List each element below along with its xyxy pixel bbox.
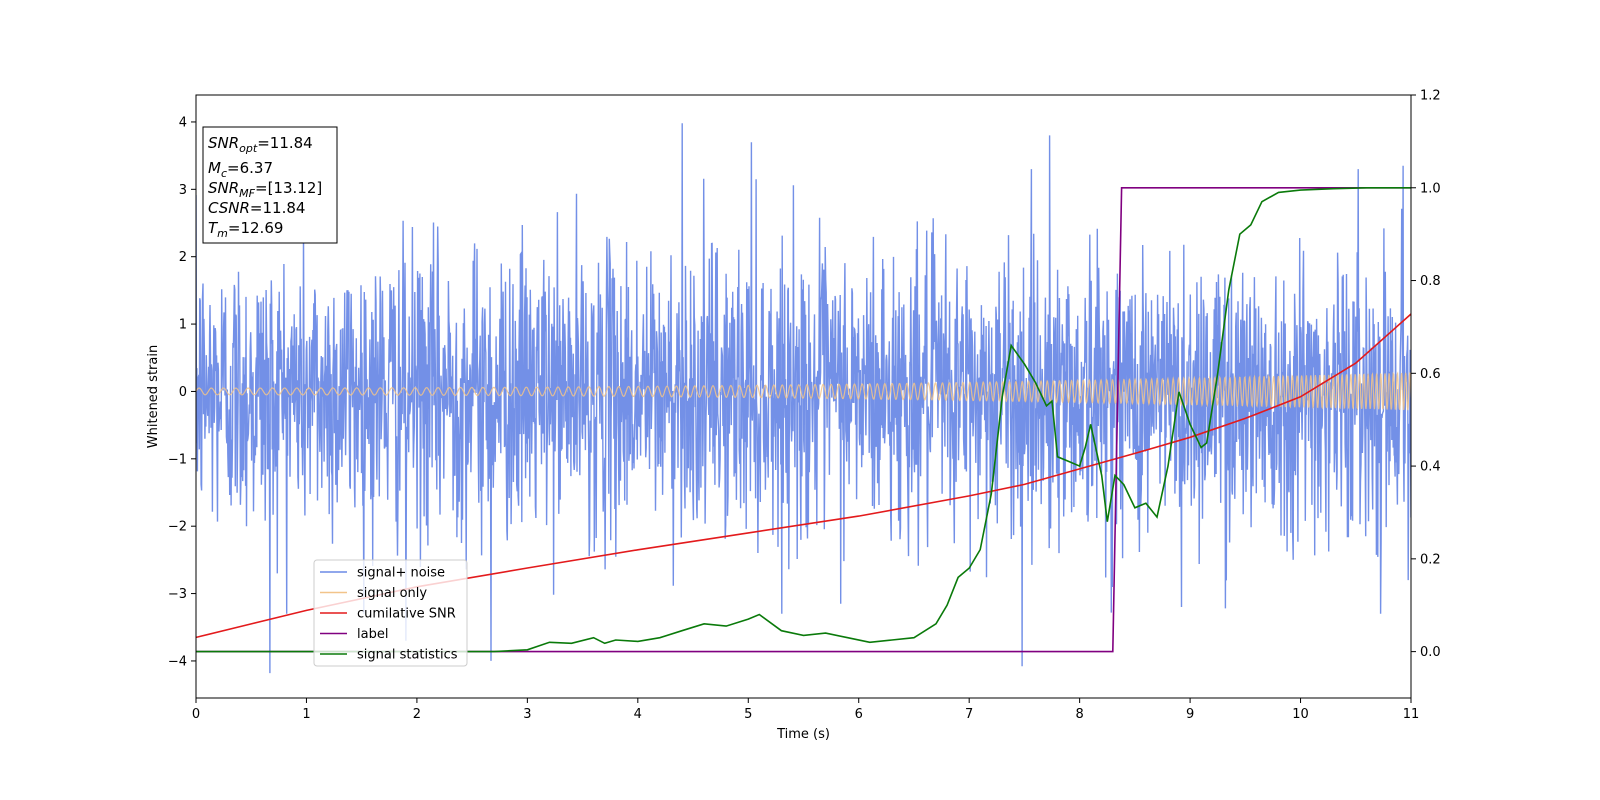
y-tick-label: −2 [168, 520, 187, 535]
x-tick-label: 7 [965, 707, 973, 722]
annotation-line: SNRopt=11.84 [208, 134, 313, 155]
legend: signal+ noise signal only cumilative SNR la… [313, 559, 468, 667]
x-axis-label: Time (s) [776, 727, 830, 742]
x-tick-label: 0 [192, 707, 200, 722]
annotation-line: Mc=6.37 [208, 159, 273, 180]
y-tick-label: −4 [168, 654, 187, 669]
annotation-line: Tm=12.69 [208, 219, 283, 240]
y-axis-right: 0.0 0.2 0.4 0.6 0.8 1.0 1.2 [1411, 89, 1441, 660]
y-tick-label: 3 [179, 183, 187, 198]
legend-entry: signal+ noise [357, 566, 445, 581]
metrics-annotation: SNRopt=11.84 Mc=6.37SNRMF=[13.12]CSNR=11.… [202, 126, 338, 244]
x-tick-label: 1 [302, 707, 310, 722]
y-axis-label: Whitened strain [146, 345, 161, 448]
x-axis: 0 1 2 3 4 5 6 7 8 9 10 11 [192, 698, 1419, 722]
x-tick-label: 11 [1403, 707, 1420, 722]
y-tick-label: −1 [168, 452, 187, 467]
legend-entry: label [357, 627, 388, 642]
y2-tick-label: 0.4 [1420, 460, 1441, 475]
annotation-line: CSNR=11.84 [208, 199, 305, 217]
y-tick-label: 0 [179, 385, 187, 400]
y2-tick-label: 0.6 [1420, 367, 1441, 382]
x-tick-label: 8 [1075, 707, 1083, 722]
x-tick-label: 10 [1292, 707, 1309, 722]
y2-tick-label: 0.8 [1420, 274, 1441, 289]
y-tick-label: 1 [179, 318, 187, 333]
x-tick-label: 6 [855, 707, 863, 722]
x-tick-label: 3 [523, 707, 531, 722]
y-axis-left: −4 −3 −2 −1 0 1 2 3 4 [168, 115, 196, 669]
legend-frame [313, 559, 468, 667]
legend-entry: signal statistics [357, 648, 458, 663]
y2-tick-label: 1.2 [1420, 89, 1441, 104]
y2-tick-label: 0.0 [1420, 645, 1441, 660]
series-signal-statistics [196, 187, 1411, 653]
x-tick-label: 9 [1186, 707, 1194, 722]
plot-frame [195, 94, 1412, 699]
annotation-line: SNRMF=[13.12] [208, 179, 322, 200]
y-tick-label: −3 [168, 587, 187, 602]
y-tick-label: 4 [179, 115, 187, 130]
legend-entry: signal only [357, 586, 427, 601]
x-tick-label: 5 [744, 707, 752, 722]
y-tick-label: 2 [179, 250, 187, 265]
series-label [196, 187, 1411, 653]
y2-tick-label: 0.2 [1420, 552, 1441, 567]
annotation-frame [202, 126, 338, 244]
x-tick-label: 4 [634, 707, 642, 722]
legend-entry: cumilative SNR [357, 607, 456, 622]
series-signal-only [196, 371, 1411, 411]
x-tick-label: 2 [413, 707, 421, 722]
y2-tick-label: 1.0 [1420, 181, 1441, 196]
